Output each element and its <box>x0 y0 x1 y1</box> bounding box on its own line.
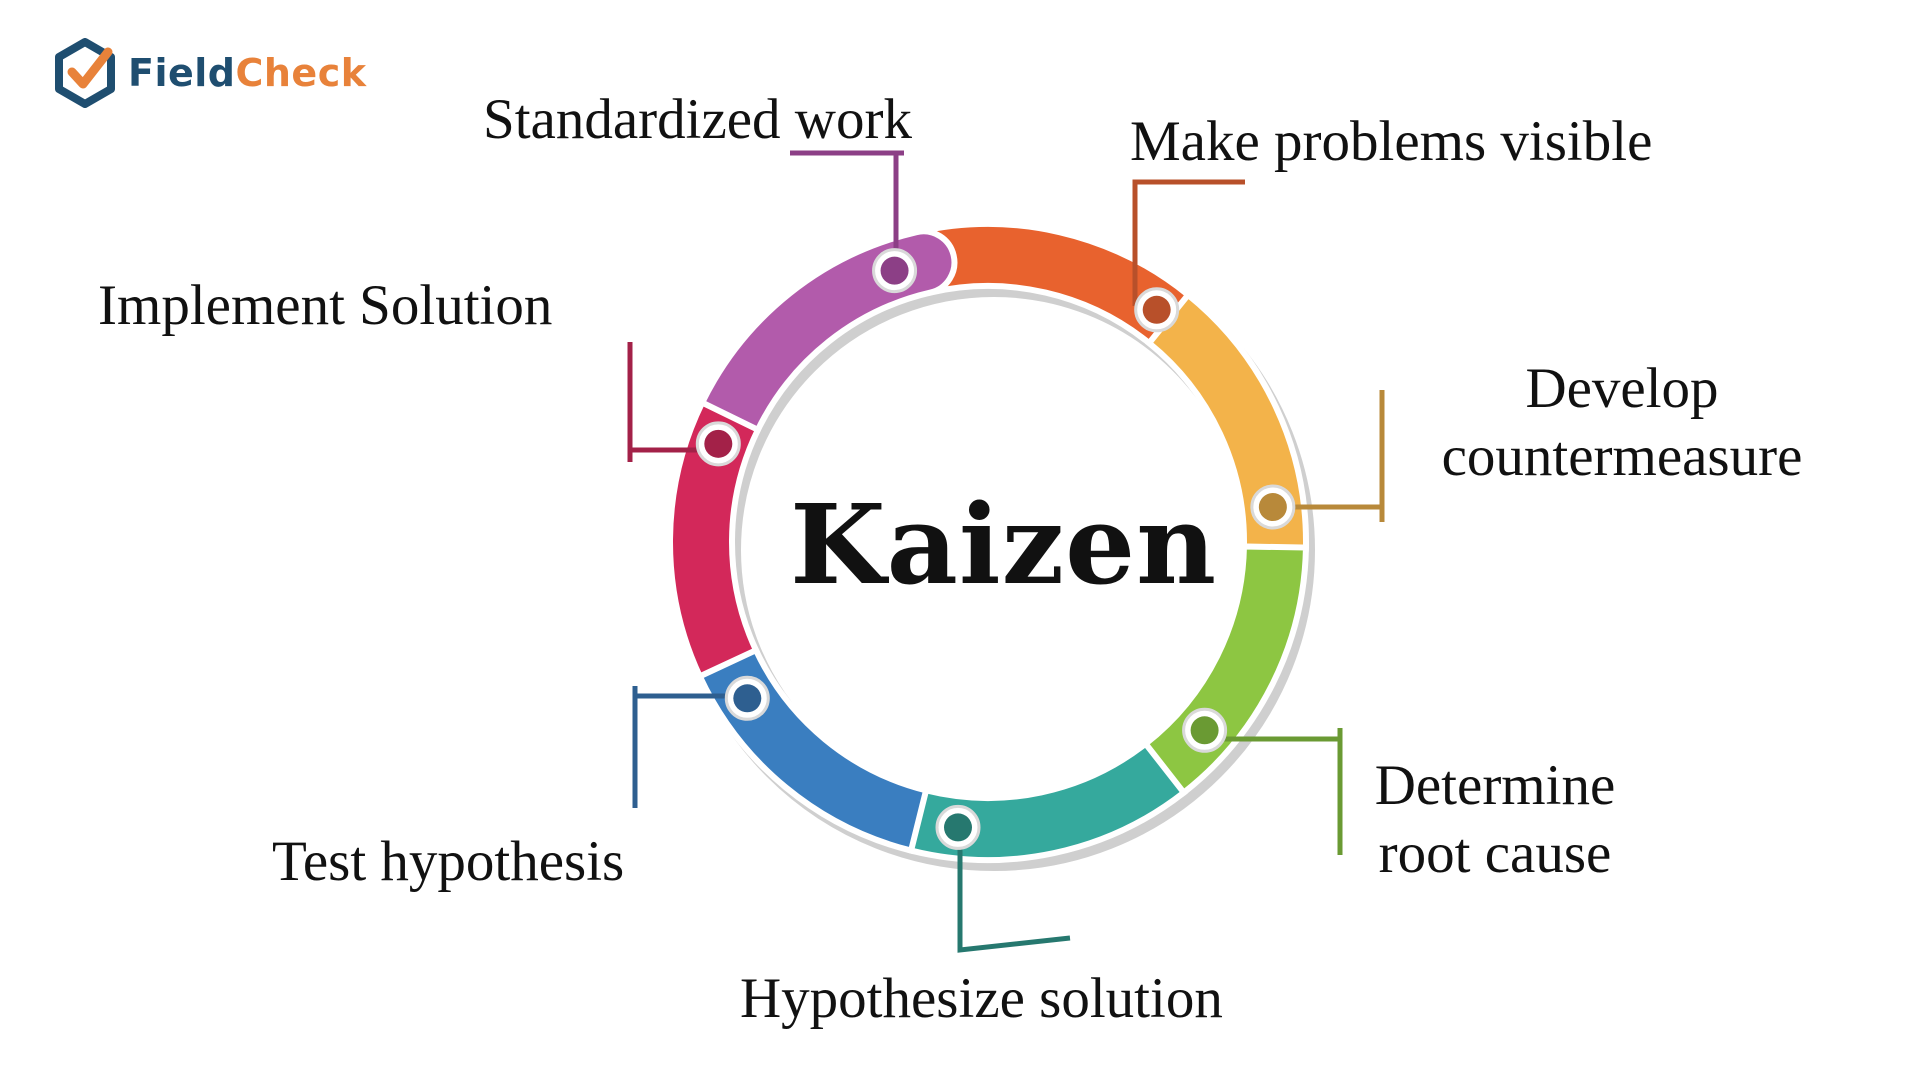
center-title: Kaizen <box>790 480 1218 609</box>
step-label-line: Determine <box>1374 754 1616 817</box>
step-node-2 <box>1258 493 1287 522</box>
step-node-6 <box>704 429 733 458</box>
step-label-3: Determine root cause <box>1345 752 1645 889</box>
step-label-line: Develop <box>1525 357 1719 420</box>
cycle-segment-4 <box>884 739 1188 863</box>
step-label-line: countermeasure <box>1441 425 1803 489</box>
hexagon-check-icon <box>55 38 115 108</box>
logo-text-field: Field <box>128 51 236 95</box>
step-node-7 <box>880 256 909 285</box>
step-label-line: Standardized work <box>483 88 912 151</box>
step-label-line: root cause <box>1378 822 1612 886</box>
step-label-6: Implement Solution <box>98 272 552 340</box>
step-label-line: Test hypothesis <box>272 830 625 893</box>
step-node-4 <box>944 813 973 842</box>
step-label-7: Standardized work <box>483 86 912 154</box>
leader-line-4 <box>957 822 1071 953</box>
logo-wordmark: FieldCheck <box>128 51 367 95</box>
step-node-1 <box>1142 295 1171 324</box>
step-node-3 <box>1190 716 1219 745</box>
step-label-line: Hypothesize solution <box>740 967 1223 1030</box>
step-label-5: Test hypothesis <box>272 828 624 896</box>
cycle-segment-5 <box>693 629 930 855</box>
cycle-segment-7 <box>698 228 958 434</box>
step-label-4: Hypothesize solution <box>740 965 1223 1033</box>
step-label-2: Develop countermeasure <box>1392 355 1852 492</box>
logo: FieldCheck <box>54 38 367 108</box>
step-label-line: Make problems visible <box>1130 110 1653 173</box>
step-node-5 <box>733 684 762 713</box>
logo-text-check: Check <box>235 51 367 95</box>
leader-line-1 <box>1132 179 1245 306</box>
step-label-line: Implement Solution <box>98 274 553 337</box>
step-label-1: Make problems visible <box>1130 108 1652 176</box>
leader-line-7 <box>790 150 904 277</box>
